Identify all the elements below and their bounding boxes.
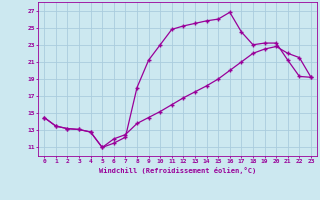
X-axis label: Windchill (Refroidissement éolien,°C): Windchill (Refroidissement éolien,°C) <box>99 167 256 174</box>
